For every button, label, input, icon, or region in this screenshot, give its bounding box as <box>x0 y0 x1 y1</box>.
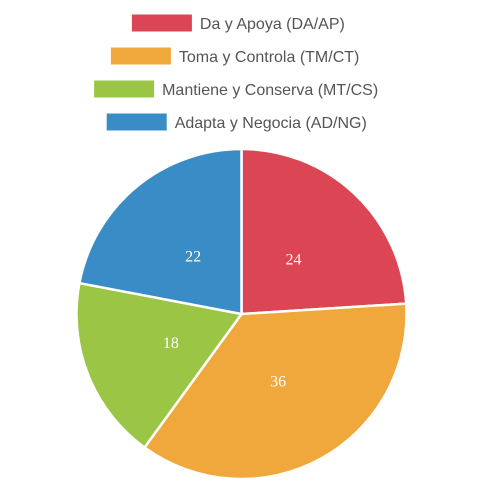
pie-slice[interactable] <box>75 281 243 449</box>
legend-item[interactable]: Da y Apoya (DA/AP) <box>131 14 345 34</box>
pie-slice[interactable] <box>143 302 408 481</box>
slice-labels: 24 36 18 22 <box>163 249 302 391</box>
legend-label: Mantiene y Conserva (MT/CS) <box>162 82 378 99</box>
legend-swatch <box>131 14 192 32</box>
legend-label: Adapta y Negocia (AD/NG) <box>175 115 367 132</box>
legend-swatch <box>94 80 155 98</box>
legend-swatch <box>106 113 167 131</box>
slice-value-label: 36 <box>270 374 286 391</box>
slice-value-label: 18 <box>163 335 179 352</box>
legend-label: Toma y Controla (TM/CT) <box>179 49 359 66</box>
legend-item[interactable]: Mantiene y Conserva (MT/CS) <box>94 80 378 100</box>
pie-slice[interactable] <box>78 147 243 316</box>
legend-swatch <box>110 47 171 65</box>
slice-value-label: 22 <box>185 249 201 266</box>
legend-item[interactable]: Adapta y Negocia (AD/NG) <box>106 113 367 133</box>
pie-slice[interactable] <box>240 147 408 316</box>
legend-label: Da y Apoya (DA/AP) <box>200 16 345 33</box>
pie-slices <box>75 147 408 481</box>
legend-item[interactable]: Toma y Controla (TM/CT) <box>110 47 359 67</box>
slice-value-label: 24 <box>285 252 301 269</box>
legend: Da y Apoya (DA/AP) Toma y Controla (TM/CT… <box>94 14 378 133</box>
